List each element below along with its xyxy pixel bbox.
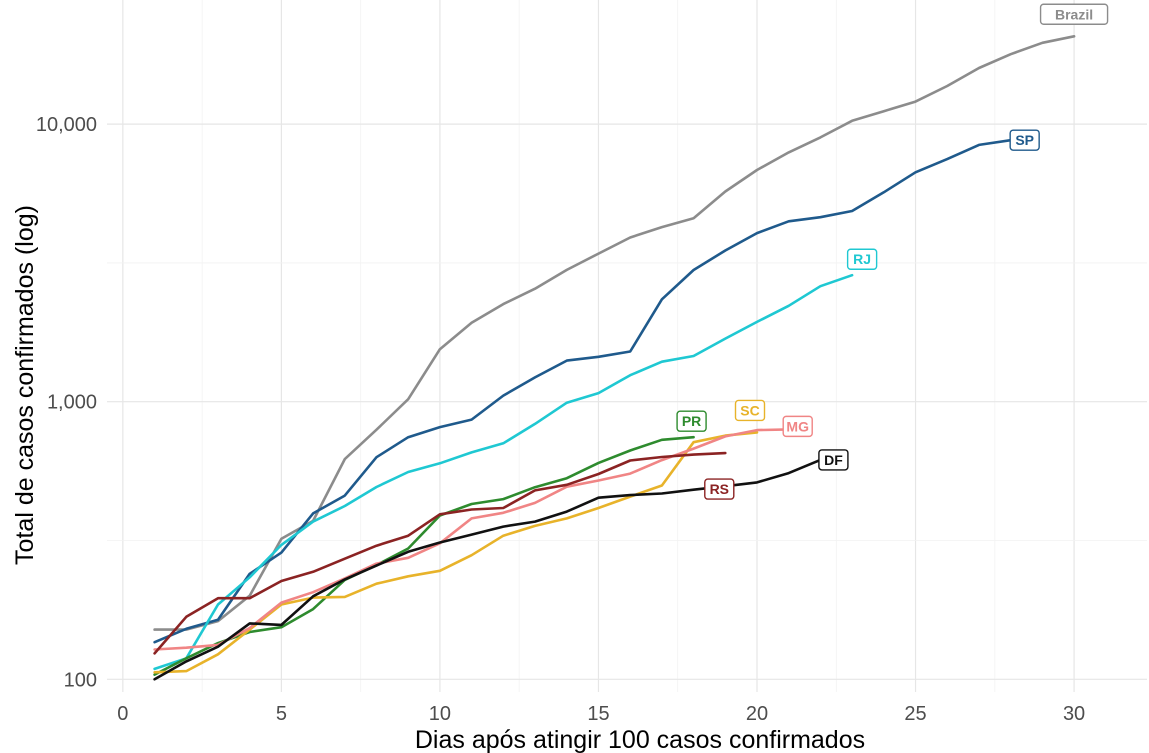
label-text: DF	[824, 452, 843, 468]
series-line-rj	[153, 273, 854, 671]
label-text: SP	[1015, 132, 1034, 148]
series-label-brazil: Brazil	[1039, 3, 1109, 25]
label-text: RJ	[853, 251, 871, 267]
label-text: PR	[682, 413, 701, 429]
series-lines	[153, 34, 1076, 681]
x-tick-label: 15	[587, 703, 609, 725]
x-tick-label: 5	[276, 703, 287, 725]
grid-layer	[107, 0, 1147, 692]
label-box	[1039, 3, 1109, 25]
label-box	[846, 248, 878, 270]
series-line-rs	[153, 451, 727, 655]
series-label-rs: RS	[704, 478, 735, 500]
series-label-mg: MG	[782, 415, 813, 438]
label-text: MG	[786, 418, 809, 434]
x-tick-label: 25	[904, 703, 926, 725]
series-line-sp	[153, 138, 1013, 644]
x-axis-title: Dias após atingir 100 casos confirmados	[415, 726, 865, 753]
label-box	[676, 410, 707, 432]
x-tick-label: 20	[746, 703, 768, 725]
series-line-sc	[153, 431, 759, 674]
label-text: RS	[710, 481, 729, 497]
label-box	[1009, 129, 1040, 151]
series-label-df: DF	[818, 449, 849, 471]
series-label-sp: SP	[1009, 129, 1040, 151]
label-box	[734, 399, 766, 422]
label-text: Brazil	[1055, 6, 1093, 22]
series-labels: Brazil SP RJ PR SC MG RS DF	[676, 3, 1109, 500]
series-line-pr	[153, 435, 695, 676]
series-label-pr: PR	[676, 410, 707, 432]
label-box	[782, 415, 813, 438]
series-line-mg	[153, 428, 791, 651]
x-tick-label: 0	[117, 703, 128, 725]
x-tick-label: 30	[1063, 703, 1085, 725]
tick-labels: 0 5 10 15 20 25 30 100 1,000 10,000	[36, 114, 1085, 725]
series-line-brazil	[153, 34, 1076, 631]
label-box	[818, 449, 849, 471]
y-tick-label: 1,000	[47, 392, 97, 414]
label-text: SC	[740, 402, 759, 418]
series-label-sc: SC	[734, 399, 766, 422]
label-box	[704, 478, 735, 500]
y-axis-title: Total de casos confirmados (log)	[11, 205, 39, 565]
series-label-rj: RJ	[846, 248, 878, 270]
x-tick-label: 10	[429, 703, 451, 725]
y-tick-label: 10,000	[36, 114, 97, 136]
y-tick-label: 100	[64, 669, 97, 691]
